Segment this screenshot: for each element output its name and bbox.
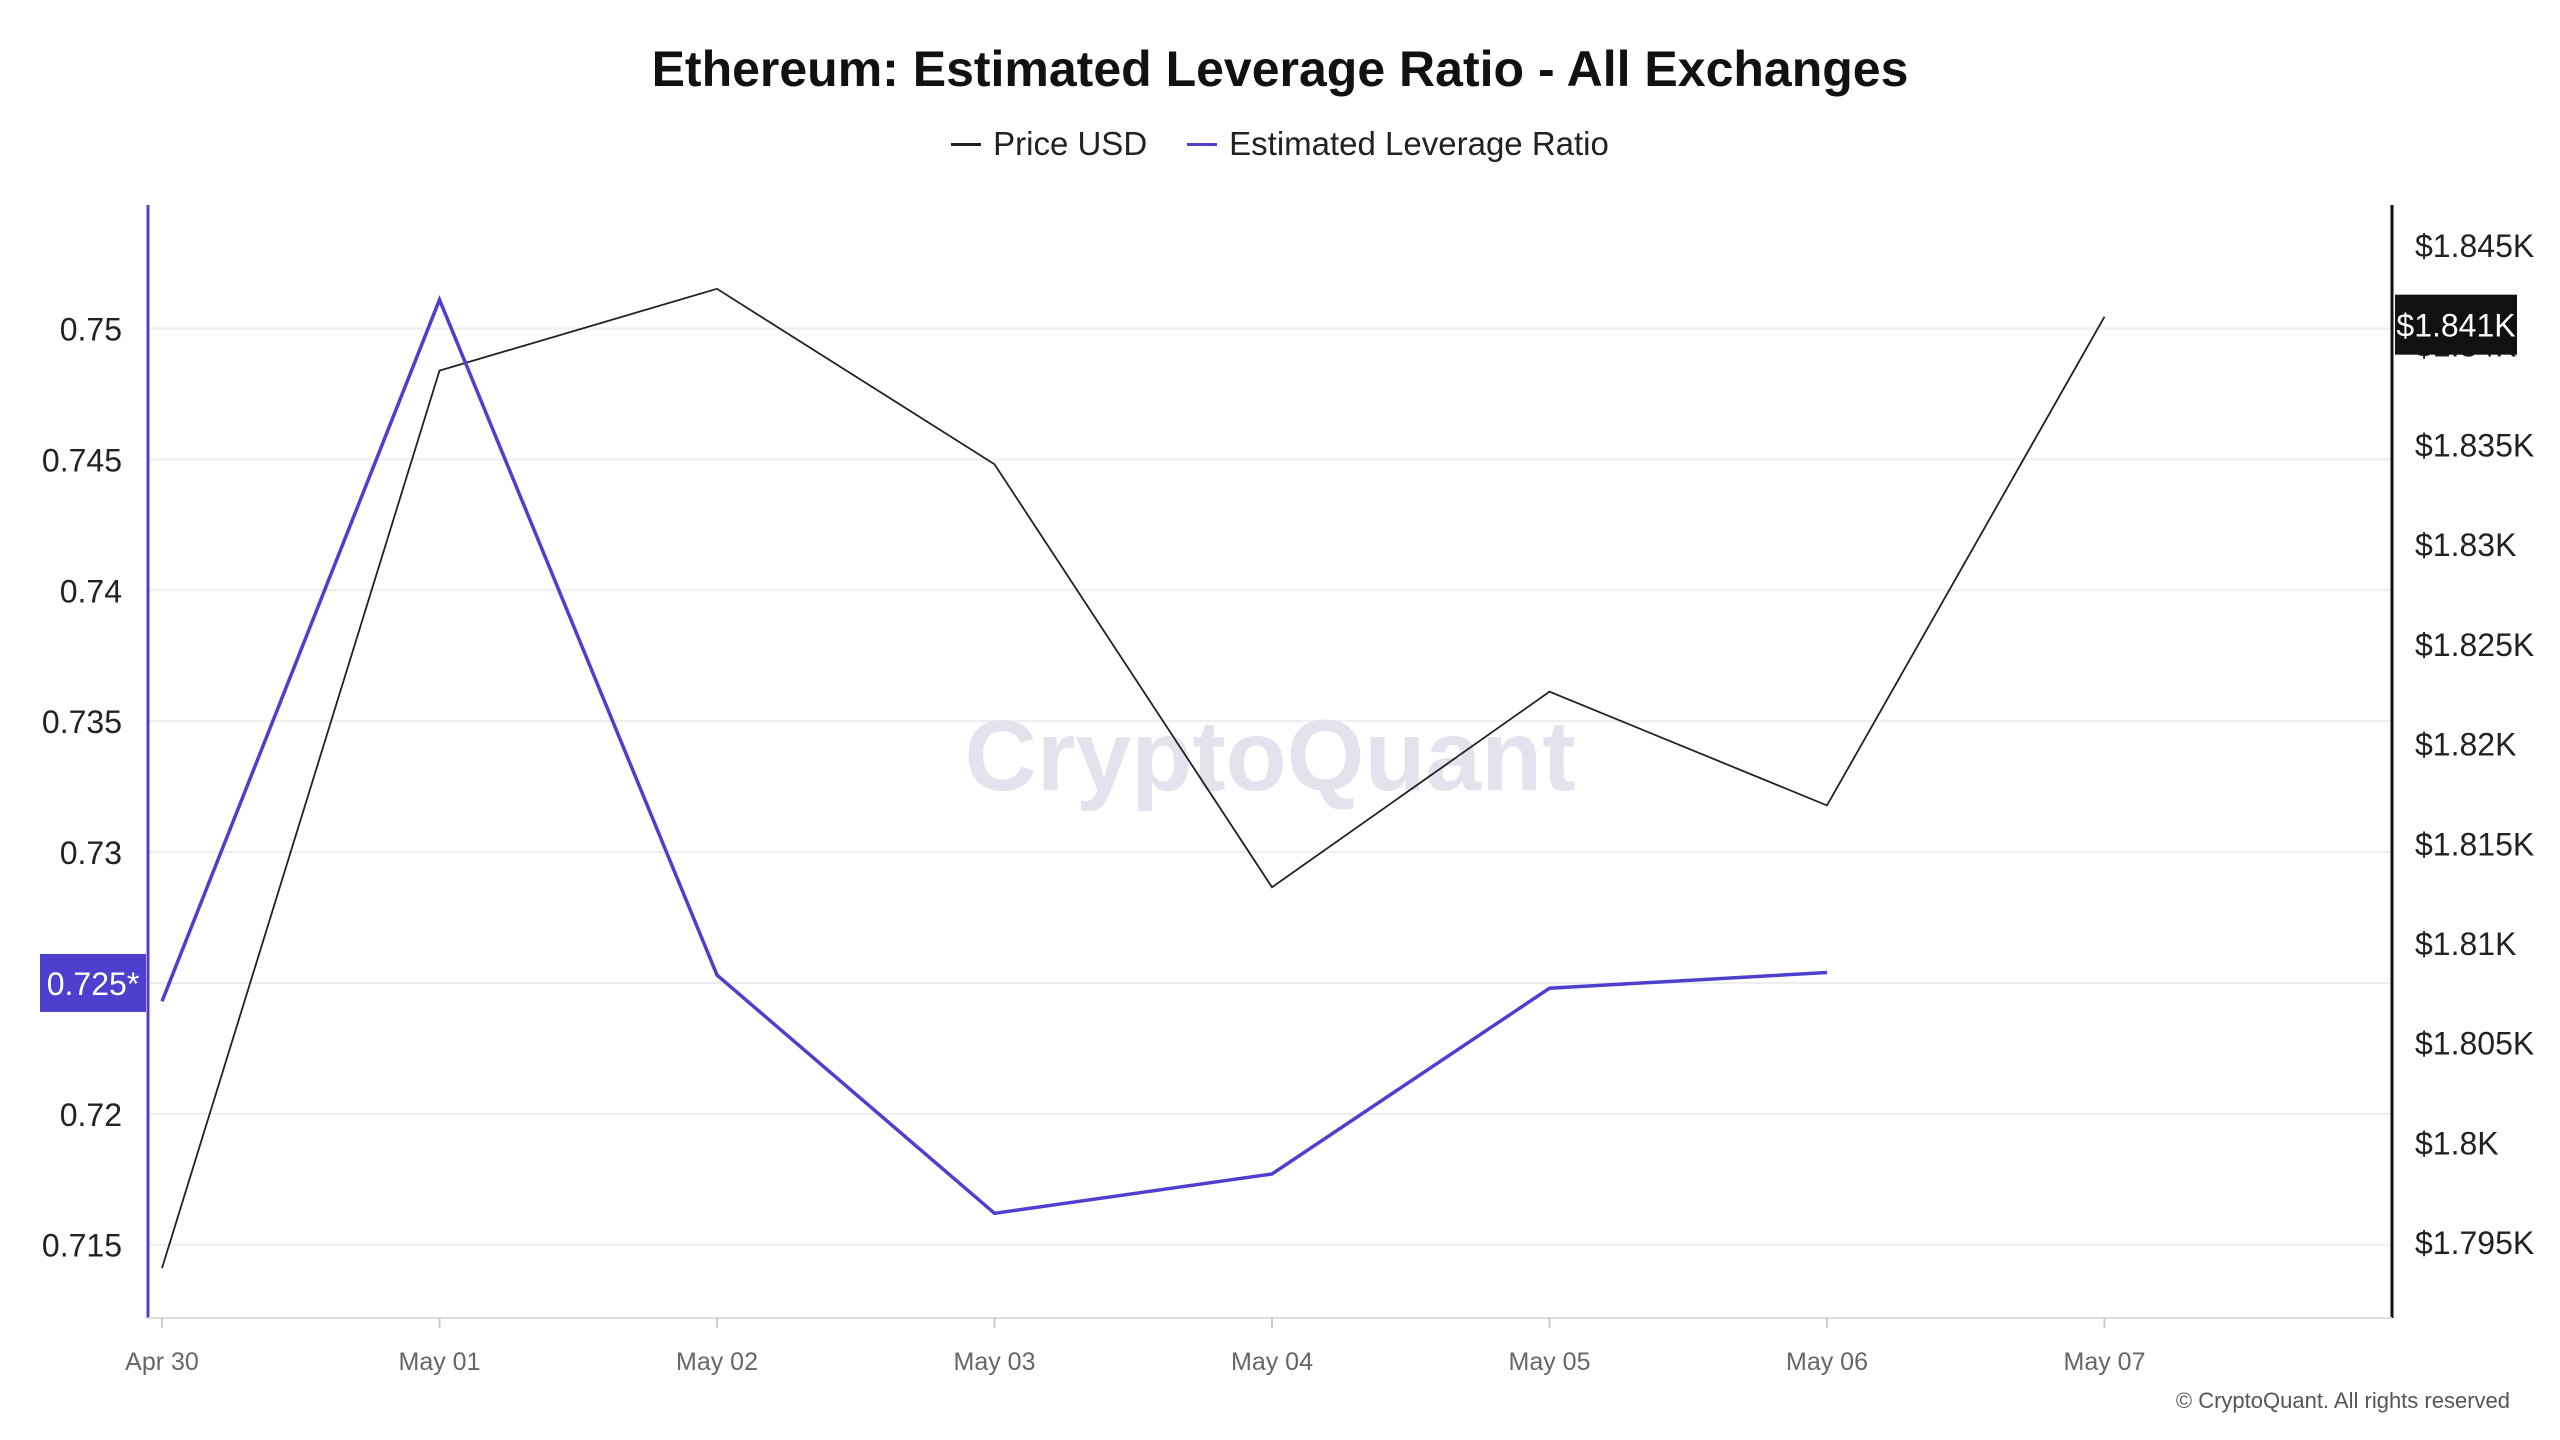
watermark: CryptoQuant (964, 700, 1575, 812)
y-left-tick-label: 0.75 (60, 312, 122, 348)
y-left-highlight-badge (40, 953, 146, 1012)
y-right-tick-label: $1.795K (2415, 1225, 2534, 1261)
x-tick-label: May 07 (2064, 1348, 2146, 1376)
y-left-tick-label: 0.745 (42, 442, 122, 478)
chart-title: Ethereum: Estimated Leverage Ratio - All… (651, 41, 1909, 97)
y-right-tick-label: $1.805K (2415, 1026, 2534, 1062)
x-tick-label: May 03 (954, 1348, 1036, 1376)
x-tick-label: May 06 (1786, 1348, 1868, 1376)
series-line-price (161, 287, 2106, 1269)
y-right-highlight-label: $1.841K (2396, 308, 2515, 344)
y-right-tick-label: $1.81K (2415, 926, 2516, 962)
legend-item-leverage[interactable]: Estimated Leverage Ratio (1187, 125, 1609, 163)
x-tick-label: Apr 30 (125, 1348, 199, 1376)
legend: Price USD Estimated Leverage Ratio (0, 125, 2560, 163)
y-right-highlight-badge (2395, 294, 2517, 355)
legend-label-leverage: Estimated Leverage Ratio (1229, 125, 1609, 162)
y-left-tick-label: 0.72 (60, 1097, 122, 1133)
y-left-tick-label: 0.73 (60, 835, 122, 871)
y-right-tick-label: $1.845K (2415, 228, 2534, 264)
x-tick-label: May 04 (1231, 1348, 1313, 1376)
y-right-tick-label: $1.815K (2415, 826, 2534, 862)
y-right-tick-label: $1.8K (2415, 1125, 2499, 1161)
legend-swatch-leverage (1187, 142, 1218, 146)
series-line-leverage (160, 295, 1828, 1216)
y-left-tick-label: 0.74 (60, 573, 122, 609)
y-right-tick-label: $1.825K (2415, 627, 2534, 663)
y-left-highlight-label: 0.725* (47, 966, 140, 1002)
x-tick-label: May 02 (676, 1348, 758, 1376)
y-left-tick-label: 0.715 (42, 1228, 122, 1264)
legend-item-price[interactable]: Price USD (951, 125, 1147, 163)
copyright-notice: © CryptoQuant. All rights reserved (2175, 1388, 2510, 1413)
x-tick-label: May 01 (399, 1348, 481, 1376)
x-tick-label: May 05 (1509, 1348, 1591, 1376)
legend-label-price: Price USD (993, 125, 1148, 162)
legend-swatch-price (951, 142, 982, 146)
y-right-tick-label: $1.83K (2415, 527, 2516, 563)
y-right-tick-label: $1.82K (2415, 727, 2516, 763)
y-right-tick-label: $1.835K (2415, 427, 2534, 463)
y-left-tick-label: 0.735 (42, 704, 122, 740)
